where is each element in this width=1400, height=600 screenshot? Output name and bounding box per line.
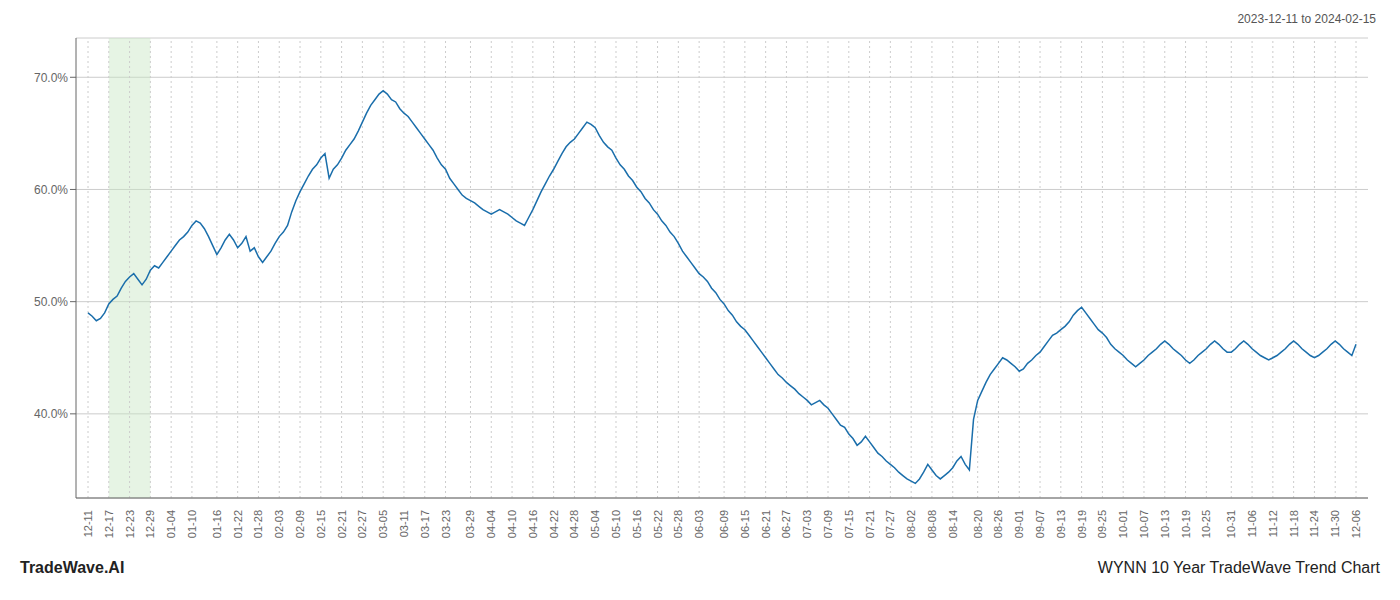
html-text:WYNN 10 Year TradeWave Trend C: WYNN 10 Year TradeWave Trend Chart — [1097, 559, 1380, 576]
svg-text:12-06: 12-06 — [1350, 510, 1362, 538]
svg-text:01-28: 01-28 — [252, 510, 264, 538]
svg-text:05-04: 05-04 — [589, 510, 601, 538]
svg-text:02-15: 02-15 — [315, 510, 327, 538]
svg-text:11-06: 11-06 — [1246, 510, 1258, 537]
svg-text:08-20: 08-20 — [972, 510, 984, 538]
svg-text:01-22: 01-22 — [232, 510, 244, 538]
svg-text:07-03: 07-03 — [801, 510, 813, 538]
svg-text:11-18: 11-18 — [1288, 510, 1300, 537]
svg-text:11-12: 11-12 — [1267, 510, 1279, 537]
svg-text:06-21: 06-21 — [760, 510, 772, 538]
svg-text:07-15: 07-15 — [843, 510, 855, 538]
svg-text:08-02: 08-02 — [905, 510, 917, 538]
svg-text:05-10: 05-10 — [610, 510, 622, 538]
svg-text:01-16: 01-16 — [211, 510, 223, 538]
svg-text:10-19: 10-19 — [1180, 510, 1192, 538]
svg-text:03-17: 03-17 — [419, 510, 431, 538]
svg-text:09-19: 09-19 — [1076, 510, 1088, 538]
svg-text:09-13: 09-13 — [1055, 510, 1067, 538]
svg-text:08-26: 08-26 — [992, 510, 1004, 538]
svg-text:01-04: 01-04 — [165, 510, 177, 538]
svg-text:04-10: 04-10 — [506, 510, 518, 538]
svg-text:02-21: 02-21 — [336, 510, 348, 538]
svg-text:06-09: 06-09 — [718, 510, 730, 538]
svg-text:12-23: 12-23 — [124, 510, 136, 538]
svg-text:02-27: 02-27 — [356, 510, 368, 538]
svg-text:70.0%: 70.0% — [34, 71, 68, 85]
svg-text:11-30: 11-30 — [1329, 510, 1341, 537]
svg-text:06-03: 06-03 — [693, 510, 705, 538]
svg-text:09-07: 09-07 — [1034, 510, 1046, 538]
svg-text:12-11: 12-11 — [82, 510, 94, 537]
svg-text:03-23: 03-23 — [440, 510, 452, 538]
svg-text:10-07: 10-07 — [1138, 510, 1150, 538]
svg-text:09-25: 09-25 — [1096, 510, 1108, 538]
svg-text:03-29: 03-29 — [464, 510, 476, 538]
svg-text:11-24: 11-24 — [1308, 510, 1320, 537]
svg-text:03-05: 03-05 — [377, 510, 389, 538]
svg-text:10-01: 10-01 — [1117, 510, 1129, 538]
svg-text:04-04: 04-04 — [485, 510, 497, 538]
svg-text:02-03: 02-03 — [273, 510, 285, 538]
svg-text:10-25: 10-25 — [1200, 510, 1212, 538]
svg-text:02-09: 02-09 — [294, 510, 306, 538]
svg-text:08-08: 08-08 — [926, 510, 938, 538]
html-text:TradeWave.AI: TradeWave.AI — [20, 559, 125, 576]
svg-text:04-16: 04-16 — [527, 510, 539, 538]
svg-text:07-21: 07-21 — [864, 510, 876, 538]
svg-text:07-27: 07-27 — [884, 510, 896, 538]
svg-text:09-01: 09-01 — [1013, 510, 1025, 538]
svg-text:60.0%: 60.0% — [34, 183, 68, 197]
svg-text:12-29: 12-29 — [144, 510, 156, 538]
svg-text:04-28: 04-28 — [568, 510, 580, 538]
svg-text:10-31: 10-31 — [1225, 510, 1237, 538]
svg-text:06-27: 06-27 — [780, 510, 792, 538]
svg-text:05-16: 05-16 — [631, 510, 643, 538]
svg-text:05-28: 05-28 — [672, 510, 684, 538]
svg-text:08-14: 08-14 — [947, 510, 959, 538]
svg-text:10-13: 10-13 — [1159, 510, 1171, 538]
svg-text:12-17: 12-17 — [103, 510, 115, 538]
svg-text:40.0%: 40.0% — [34, 407, 68, 421]
html-text:2023-12-11 to 2024-02-15: 2023-12-11 to 2024-02-15 — [1237, 12, 1376, 26]
svg-text:07-09: 07-09 — [822, 510, 834, 538]
svg-text:04-22: 04-22 — [548, 510, 560, 538]
svg-text:03-11: 03-11 — [398, 510, 410, 537]
svg-text:01-10: 01-10 — [186, 510, 198, 538]
svg-text:06-15: 06-15 — [739, 510, 751, 538]
svg-text:05-22: 05-22 — [652, 510, 664, 538]
svg-text:50.0%: 50.0% — [34, 295, 68, 309]
